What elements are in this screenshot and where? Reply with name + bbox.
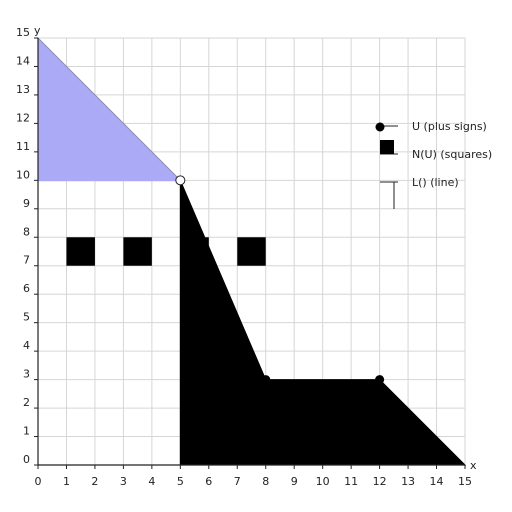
square-marker — [180, 237, 209, 266]
legend-label: U (plus signs) — [412, 120, 487, 133]
x-tick-label: 1 — [63, 475, 70, 488]
x-tick-label: 0 — [35, 475, 42, 488]
legend: U (plus signs) N(U) (squares) L() (line) — [375, 120, 492, 209]
x-tick-label: 5 — [177, 475, 184, 488]
y-tick-label: 2 — [23, 396, 30, 409]
y-tick-label: 1 — [23, 425, 30, 438]
legend-marker-circle — [375, 122, 385, 132]
y-tick-label: 5 — [23, 311, 30, 324]
filled-point-marker — [375, 375, 385, 385]
open-point-marker — [175, 175, 186, 186]
y-tick-label: 11 — [16, 140, 30, 153]
x-tick-label: 8 — [262, 475, 269, 488]
x-tick-label: 11 — [344, 475, 358, 488]
square-marker — [237, 237, 266, 266]
x-tick-label: 4 — [148, 475, 155, 488]
axes — [34, 37, 466, 469]
x-tick-label: 15 — [458, 475, 472, 488]
y-tick-label: 8 — [23, 225, 30, 238]
x-axis-label: x — [470, 459, 477, 472]
x-tick-label: 2 — [91, 475, 98, 488]
regions — [37, 36, 467, 466]
y-tick-label: 14 — [16, 54, 30, 67]
squares — [66, 237, 266, 266]
y-tick-label: 13 — [16, 83, 30, 96]
y-tick-label: 15 — [16, 26, 30, 39]
legend-label: N(U) (squares) — [412, 148, 492, 161]
tick-labels: 0 1 2 3 4 5 6 7 8 9 10 11 12 13 14 15012345678910111213… — [16, 26, 472, 488]
x-tick-label: 14 — [430, 475, 444, 488]
y-tick-label: 9 — [23, 197, 30, 210]
y-tick-label: 4 — [23, 339, 30, 352]
filled-point-marker — [261, 375, 271, 385]
x-tick-label: 3 — [120, 475, 127, 488]
upper-triangle-region — [37, 36, 182, 181]
x-tick-label: 10 — [316, 475, 330, 488]
y-axis-label: y — [34, 24, 41, 37]
x-tick-label: 6 — [205, 475, 212, 488]
y-tick-label: 6 — [23, 282, 30, 295]
y-tick-label: 3 — [23, 368, 30, 381]
x-tick-label: 13 — [401, 475, 415, 488]
square-marker — [66, 237, 95, 266]
points — [175, 175, 385, 385]
square-marker — [123, 237, 152, 266]
y-tick-label: 0 — [23, 453, 30, 466]
y-tick-label: 12 — [16, 111, 30, 124]
x-tick-label: 7 — [234, 475, 241, 488]
x-tick-label: 9 — [291, 475, 298, 488]
legend-label: L() (line) — [412, 176, 459, 189]
y-tick-label: 7 — [23, 254, 30, 267]
legend-marker-square — [380, 140, 394, 154]
x-tick-label: 12 — [373, 475, 387, 488]
lower-polygon-region — [179, 180, 467, 466]
y-tick-label: 10 — [16, 168, 30, 181]
legend-marker-hook — [380, 181, 395, 209]
